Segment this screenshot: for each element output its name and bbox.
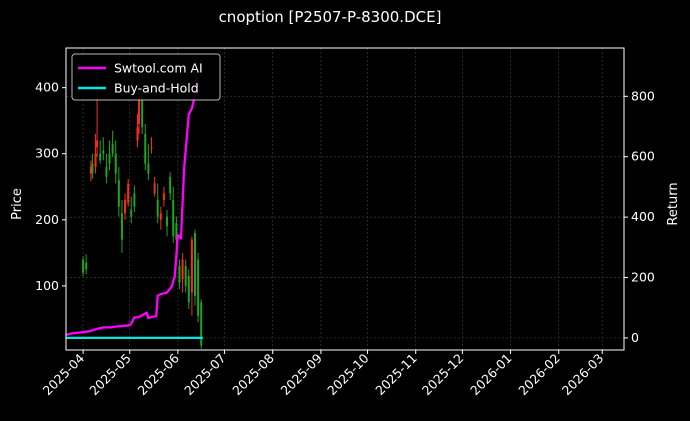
y-right-tick-label: 800 — [631, 88, 655, 103]
y-left-tick-label: 400 — [35, 80, 59, 95]
candle-body — [184, 266, 187, 286]
y-right-tick-label: 200 — [631, 270, 655, 285]
candle-body — [150, 147, 153, 149]
y-left-tick-label: 100 — [35, 278, 59, 293]
candle-body — [127, 183, 130, 204]
candle-body — [117, 180, 120, 207]
candle-body — [89, 166, 92, 174]
legend-label-buy-and-hold: Buy-and-Hold — [114, 81, 199, 96]
candle-body — [153, 183, 156, 194]
candle-body — [156, 199, 159, 217]
series-line-swtool-com-ai — [65, 72, 198, 337]
candle-body — [133, 193, 136, 207]
candle-body — [141, 94, 144, 128]
y-axis-label-left: Price — [10, 188, 25, 220]
left-axis: 100 200 300 400 — [35, 80, 66, 293]
chart-title: cnoption [P2507-P-8300.DCE] — [219, 8, 442, 26]
legend: Swtool.com AI Buy-and-Hold — [71, 53, 221, 101]
candle-body — [144, 133, 147, 164]
y-right-tick-label: 0 — [631, 330, 639, 345]
candle-body — [178, 266, 181, 283]
candle-body — [159, 213, 162, 220]
y-right-tick-label: 400 — [631, 209, 655, 224]
candle-body — [197, 259, 200, 316]
plot-frame — [65, 47, 625, 351]
candle-body — [130, 209, 133, 217]
y-right-tick-label: 600 — [631, 149, 655, 164]
candle-body — [169, 176, 172, 194]
candle-body — [136, 127, 139, 141]
series-layer — [65, 72, 203, 340]
candle-body — [96, 140, 99, 148]
candle-body — [172, 199, 175, 237]
candle-body — [120, 213, 123, 240]
candle-body — [190, 239, 193, 293]
candle-body — [99, 153, 102, 161]
legend-label-swtool-com-ai: Swtool.com AI — [114, 61, 203, 76]
candle-body — [166, 216, 169, 227]
candle-body — [91, 163, 94, 174]
candle-body — [162, 193, 165, 200]
y-left-tick-label: 300 — [35, 146, 59, 161]
candle-body — [94, 153, 97, 167]
candle-body — [181, 259, 184, 280]
right-axis: 0 200 400 600 800 — [624, 88, 655, 345]
candle-body — [111, 143, 114, 154]
candle-body — [175, 223, 178, 240]
y-axis-label-right: Return — [666, 182, 681, 225]
y-left-tick-label: 200 — [35, 212, 59, 227]
candle-body — [187, 275, 190, 303]
candle-body — [200, 302, 203, 346]
candle-body — [82, 259, 85, 273]
candle-body — [108, 153, 111, 164]
legend-box — [71, 53, 221, 101]
candle-body — [85, 262, 88, 270]
candle-body — [124, 199, 127, 214]
candle-body — [193, 233, 197, 296]
candle-body — [147, 163, 150, 174]
candle-body — [105, 166, 108, 177]
candle-body — [114, 153, 117, 174]
candle-layer — [82, 67, 203, 349]
candle-body — [138, 87, 141, 124]
candle-body — [102, 150, 105, 154]
